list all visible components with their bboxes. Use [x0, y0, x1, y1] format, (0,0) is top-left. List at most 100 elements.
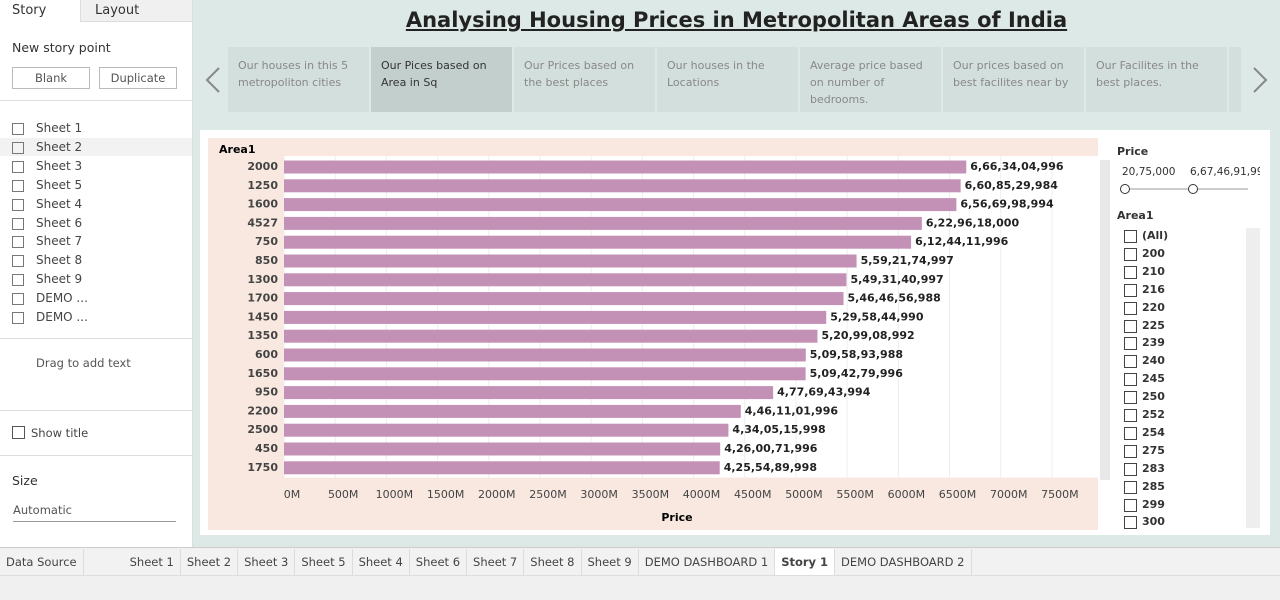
divider: [0, 455, 192, 456]
filter-item[interactable]: (All): [1142, 229, 1169, 242]
sheet-item[interactable]: Sheet 4: [36, 196, 83, 211]
sheet-tab[interactable]: DEMO DASHBOARD 2: [835, 548, 972, 576]
sheet-item[interactable]: DEMO ...: [36, 310, 88, 324]
range-track: [1124, 188, 1248, 190]
data-label: 4,77,69,43,994: [777, 386, 871, 399]
checkbox[interactable]: [1124, 462, 1137, 476]
filter-title: Price: [1117, 145, 1149, 158]
filter-item[interactable]: 220: [1142, 300, 1165, 314]
checkbox[interactable]: [1124, 373, 1137, 387]
checkbox[interactable]: [1124, 391, 1137, 405]
sheet-item[interactable]: Sheet 8: [36, 253, 83, 268]
checkbox[interactable]: [1124, 337, 1137, 351]
sheet-item[interactable]: Sheet 2: [36, 139, 83, 154]
story-point-partial[interactable]: [1229, 47, 1241, 112]
sheet-tab[interactable]: Sheet 6: [410, 548, 468, 576]
sheet-item[interactable]: DEMO ...: [36, 291, 88, 306]
sheet-item[interactable]: Sheet 7: [36, 234, 83, 249]
sheet-tab[interactable]: DEMO DASHBOARD 1: [639, 548, 776, 576]
filter-item[interactable]: 283: [1142, 461, 1165, 475]
filter-scroll: [1246, 228, 1260, 528]
sheet-tab[interactable]: Sheet 7: [467, 548, 525, 576]
y-tick-label: 450: [255, 442, 278, 455]
sheet-item[interactable]: Sheet 6: [36, 215, 83, 230]
filter-item[interactable]: 225: [1142, 318, 1165, 332]
story-button[interactable]: Blank: [12, 67, 90, 89]
sheet-icon: [12, 274, 24, 287]
filter-item[interactable]: 254: [1142, 425, 1165, 439]
sheet-tab[interactable]: Story 1: [775, 548, 836, 576]
sheet-tab[interactable]: Sheet 3: [238, 548, 296, 576]
sheet-tab[interactable]: Sheet 8: [524, 548, 582, 576]
checkbox[interactable]: [1124, 480, 1137, 494]
range-handle[interactable]: [1188, 184, 1198, 194]
sheet-tab[interactable]: Sheet 2: [181, 548, 239, 576]
story-point[interactable]: Our houses in the Locations: [657, 47, 798, 112]
y-tick-label: 950: [255, 386, 278, 399]
checkbox[interactable]: [1124, 444, 1137, 458]
x-tick-label: 7000M: [990, 488, 1027, 501]
range-handle[interactable]: [1120, 184, 1130, 194]
checkbox[interactable]: [1124, 247, 1137, 261]
checkbox[interactable]: [1124, 265, 1137, 279]
data-label: 6,60,85,29,984: [965, 179, 1059, 192]
data-label: 6,66,34,04,996: [970, 160, 1064, 173]
bar: [284, 404, 741, 418]
checkbox[interactable]: [1124, 283, 1137, 297]
sheet-item[interactable]: Sheet 5: [36, 177, 83, 192]
sheet-tab[interactable]: Sheet 1: [124, 548, 181, 576]
filter-item[interactable]: 299: [1142, 497, 1165, 511]
sheet-icon: [12, 236, 24, 249]
size-dropdown[interactable]: Automatic: [13, 503, 176, 522]
story-point[interactable]: Our prices based on best facilites near …: [943, 47, 1084, 112]
x-tick-label: 4500M: [734, 488, 772, 501]
filter-item[interactable]: 200: [1142, 246, 1165, 260]
x-tick-label: 5000M: [785, 488, 823, 501]
filter-item[interactable]: 300: [1142, 515, 1165, 529]
data-label: 4,34,05,15,998: [732, 423, 825, 436]
y-tick-label: 2200: [247, 404, 278, 417]
checkbox[interactable]: [12, 426, 25, 439]
sheet-item[interactable]: Sheet 9: [36, 272, 83, 287]
checkbox[interactable]: [1124, 301, 1137, 315]
filter-item[interactable]: 240: [1142, 354, 1165, 368]
y-tick-label: 1350: [247, 329, 278, 342]
y-tick-label: 600: [255, 348, 278, 361]
story-point[interactable]: Average price based on number of bedroom…: [800, 47, 941, 112]
prev-arrow[interactable]: [201, 62, 225, 98]
filter-item[interactable]: 252: [1142, 408, 1165, 421]
sheet-tab[interactable]: Data Source: [0, 548, 84, 576]
checkbox[interactable]: [1124, 355, 1137, 369]
next-arrow[interactable]: [1248, 62, 1272, 98]
story-point[interactable]: Our Facilites in the best places.: [1086, 47, 1227, 112]
filter-item[interactable]: 245: [1142, 372, 1165, 386]
y-tick-label: 1700: [247, 292, 278, 305]
checkbox[interactable]: [1124, 409, 1137, 422]
layout-tab[interactable]: Layout: [80, 0, 192, 22]
checkbox[interactable]: [1124, 426, 1137, 440]
x-tick-label: 3000M: [580, 488, 618, 501]
bar: [284, 273, 847, 287]
story-point[interactable]: Our Pices based on Area in Sq: [371, 47, 512, 112]
story-point[interactable]: Our houses in this 5 metropoliton cities: [228, 47, 369, 112]
filter-item[interactable]: 216: [1142, 282, 1165, 296]
filter-item[interactable]: 275: [1142, 443, 1165, 457]
sheet-tab[interactable]: Sheet 4: [353, 548, 410, 576]
filter-item[interactable]: 250: [1142, 390, 1165, 404]
checkbox[interactable]: [1124, 516, 1137, 530]
sheet-item[interactable]: Sheet 1: [36, 121, 83, 135]
filter-item[interactable]: 210: [1142, 264, 1165, 278]
checkbox[interactable]: [1124, 230, 1137, 243]
story-tab[interactable]: Story: [12, 3, 47, 18]
story-point[interactable]: Our Prices based on the best places: [514, 47, 655, 112]
sheet-tab[interactable]: Sheet 9: [582, 548, 639, 576]
checkbox[interactable]: [1124, 319, 1137, 333]
checkbox[interactable]: [1124, 498, 1137, 512]
filter-title: Area1: [1117, 209, 1154, 222]
sheet-tab[interactable]: Sheet 5: [295, 548, 353, 576]
sheet-item[interactable]: Sheet 3: [36, 158, 83, 173]
filter-item[interactable]: 285: [1142, 479, 1165, 493]
filter-item[interactable]: 239: [1142, 336, 1165, 350]
story-button[interactable]: Duplicate: [99, 67, 177, 89]
